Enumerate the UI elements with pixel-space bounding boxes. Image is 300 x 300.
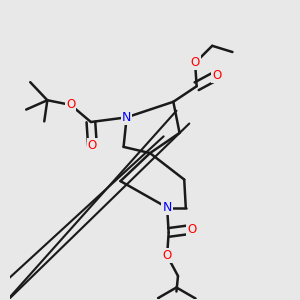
Text: O: O bbox=[190, 56, 200, 69]
Text: O: O bbox=[188, 223, 196, 236]
Text: O: O bbox=[66, 98, 75, 111]
Text: N: N bbox=[122, 111, 131, 124]
Text: O: O bbox=[163, 249, 172, 262]
Text: O: O bbox=[88, 139, 97, 152]
Text: N: N bbox=[162, 201, 172, 214]
Text: O: O bbox=[212, 69, 221, 82]
